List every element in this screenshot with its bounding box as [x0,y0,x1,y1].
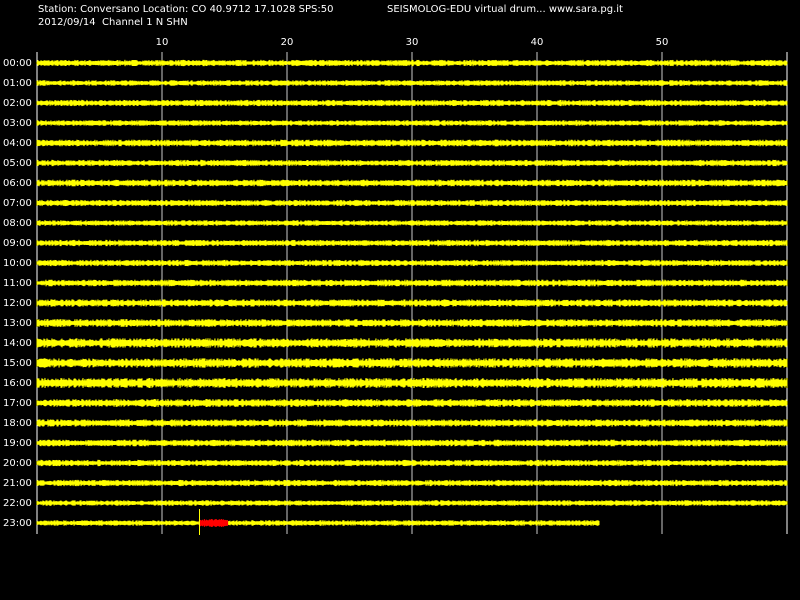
hour-label: 16:00 [3,378,32,389]
trace-hour [36,399,788,407]
trace-hour [36,358,788,368]
trace-hour [36,459,788,467]
hour-label: 12:00 [3,298,32,309]
hour-label: 03:00 [3,118,32,129]
trace-hour [36,239,788,247]
hour-label: 14:00 [3,338,32,349]
hour-label: 13:00 [3,318,32,329]
trace-hour [36,377,788,389]
trace-hour [36,220,788,226]
trace-hour [36,120,788,126]
hour-label: 05:00 [3,158,32,169]
trace-hour [36,80,788,86]
trace-hour [36,99,788,107]
trace-hour [36,338,788,348]
hour-label: 15:00 [3,358,32,369]
hour-label: 17:00 [3,398,32,409]
hour-label: 11:00 [3,278,32,289]
minute-tick-label: 40 [530,37,544,48]
minute-tick-label: 30 [405,37,419,48]
app-title: SEISMOLOG-EDU virtual drum... www.sara.p… [387,4,623,15]
hour-label: 01:00 [3,78,32,89]
hour-label: 10:00 [3,258,32,269]
minute-tick-label: 50 [655,37,669,48]
hour-label: 00:00 [3,58,32,69]
minute-tick-label: 20 [280,37,294,48]
trace-hour [36,159,788,167]
trace-hour [36,59,788,67]
trace-hour [36,299,788,307]
trace-hour [36,500,788,506]
hour-label: 22:00 [3,498,32,509]
minute-tick-label: 10 [155,37,169,48]
hour-label: 23:00 [3,518,32,529]
trace-hour [36,319,788,327]
hour-label: 20:00 [3,458,32,469]
hour-label: 08:00 [3,218,32,229]
trace-hour [36,479,788,487]
station-info: Station: Conversano Location: CO 40.9712… [38,4,334,15]
trace-hour [36,419,788,427]
trace-hour [36,179,788,187]
date-channel: 2012/09/14 Channel 1 N SHN [38,17,188,28]
trace-hour [36,139,788,147]
trace-hour [36,439,788,447]
event-marker [198,519,229,527]
hour-label: 02:00 [3,98,32,109]
trace-hour [36,199,788,207]
hour-label: 06:00 [3,178,32,189]
hour-label: 04:00 [3,138,32,149]
hour-label: 21:00 [3,478,32,489]
hour-label: 07:00 [3,198,32,209]
trace-hour [36,259,788,267]
hour-label: 19:00 [3,438,32,449]
trace-hour [36,520,600,526]
trace-hour [36,279,788,287]
hour-label: 18:00 [3,418,32,429]
hour-label: 09:00 [3,238,32,249]
